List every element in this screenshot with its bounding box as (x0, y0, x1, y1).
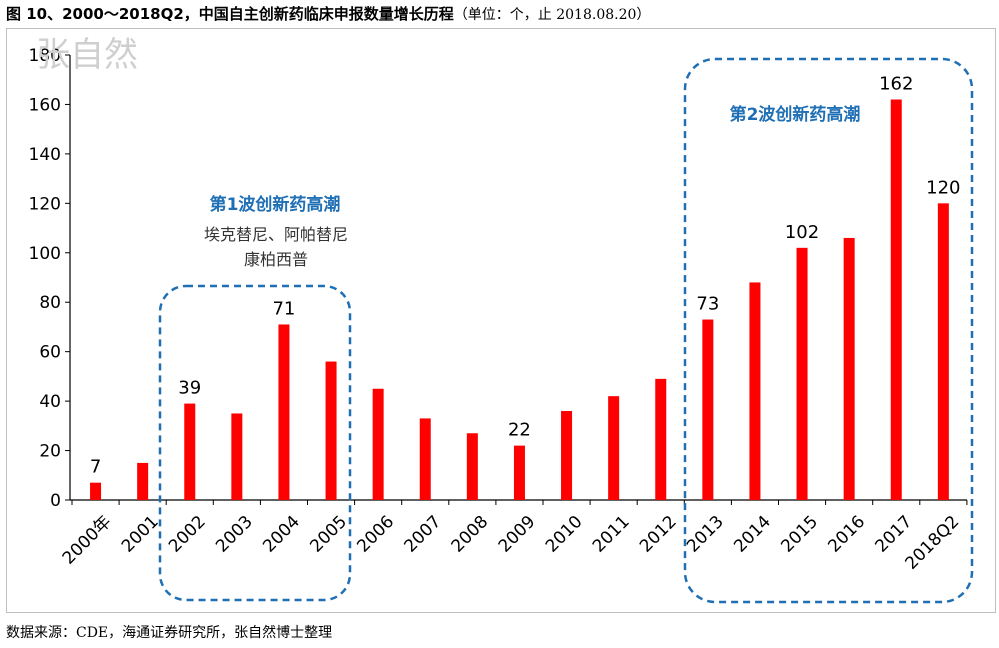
x-tick-label: 2005 (306, 512, 351, 557)
bar (513, 445, 525, 500)
data-label: 120 (926, 177, 960, 198)
y-tick-label: 100 (29, 244, 61, 264)
wave1-title: 第1波创新药高潮 (210, 194, 341, 215)
bar (325, 361, 337, 500)
x-tick-label: 2000年 (59, 512, 116, 569)
y-tick-label: 160 (29, 95, 61, 115)
data-label: 7 (90, 457, 101, 478)
bar (937, 203, 949, 501)
x-tick-label: 2016 (824, 512, 869, 557)
x-tick-label: 2001 (118, 512, 163, 557)
x-tick-label: 2009 (495, 512, 540, 557)
x-tick-label: 2017 (872, 512, 917, 557)
data-label: 39 (178, 378, 201, 399)
bar (749, 282, 761, 500)
x-tick-label: 2012 (636, 512, 681, 557)
bar (90, 482, 102, 500)
y-tick-label: 120 (29, 194, 61, 214)
figure-title: 图 10、2000～2018Q2，中国自主创新药临床申报数量增长历程（单位：个，… (6, 3, 650, 24)
x-tick-label: 2015 (777, 512, 822, 557)
y-tick-label: 180 (29, 46, 61, 66)
x-tick-label: 2010 (542, 512, 587, 557)
x-tick-label: 2006 (353, 512, 398, 557)
bar (561, 411, 573, 500)
wave2-highlight-box (683, 57, 974, 604)
bar (466, 433, 478, 500)
bar (372, 388, 384, 500)
wave2-title: 第2波创新药高潮 (730, 104, 861, 125)
bar (655, 378, 667, 500)
wave1-drugs-line1: 埃克替尼、阿帕替尼 (204, 225, 348, 244)
y-tick-label: 0 (50, 491, 61, 511)
figure-title-unit: （单位：个，止 2018.08.20） (453, 7, 651, 23)
bar (231, 413, 243, 500)
y-tick-label: 40 (39, 392, 61, 412)
chart-frame (6, 28, 996, 613)
x-tick-label: 2013 (683, 512, 728, 557)
x-tick-label: 2003 (212, 512, 257, 557)
x-tick-label: 2008 (448, 512, 493, 557)
bar (419, 418, 431, 500)
data-label: 22 (508, 420, 531, 441)
bar (702, 319, 714, 500)
bar (890, 99, 902, 500)
watermark-text: 张自然 (36, 35, 138, 75)
x-tick-label: 2007 (401, 512, 446, 557)
x-tick-label: 2002 (165, 512, 210, 557)
y-tick-label: 20 (39, 442, 61, 462)
data-label: 162 (879, 74, 913, 95)
x-tick-label: 2004 (259, 512, 304, 557)
bar (608, 396, 620, 500)
figure-title-main: 图 10、2000～2018Q2，中国自主创新药临床申报数量增长历程 (6, 5, 454, 23)
y-tick-label: 80 (39, 293, 61, 313)
data-label: 71 (272, 298, 295, 319)
data-label: 73 (696, 294, 719, 315)
y-tick-label: 140 (29, 145, 61, 165)
source-note: 数据来源：CDE，海通证券研究所，张自然博士整理 (6, 625, 333, 641)
bar (796, 247, 808, 500)
bar (137, 462, 149, 500)
bar (278, 324, 290, 500)
bar (843, 237, 855, 500)
bar (184, 403, 196, 500)
data-label: 102 (785, 222, 819, 243)
x-tick-label: 2011 (589, 512, 634, 557)
x-tick-label: 2014 (730, 512, 775, 557)
wave1-drugs-line2: 康柏西普 (244, 250, 308, 269)
y-tick-label: 60 (39, 343, 61, 363)
